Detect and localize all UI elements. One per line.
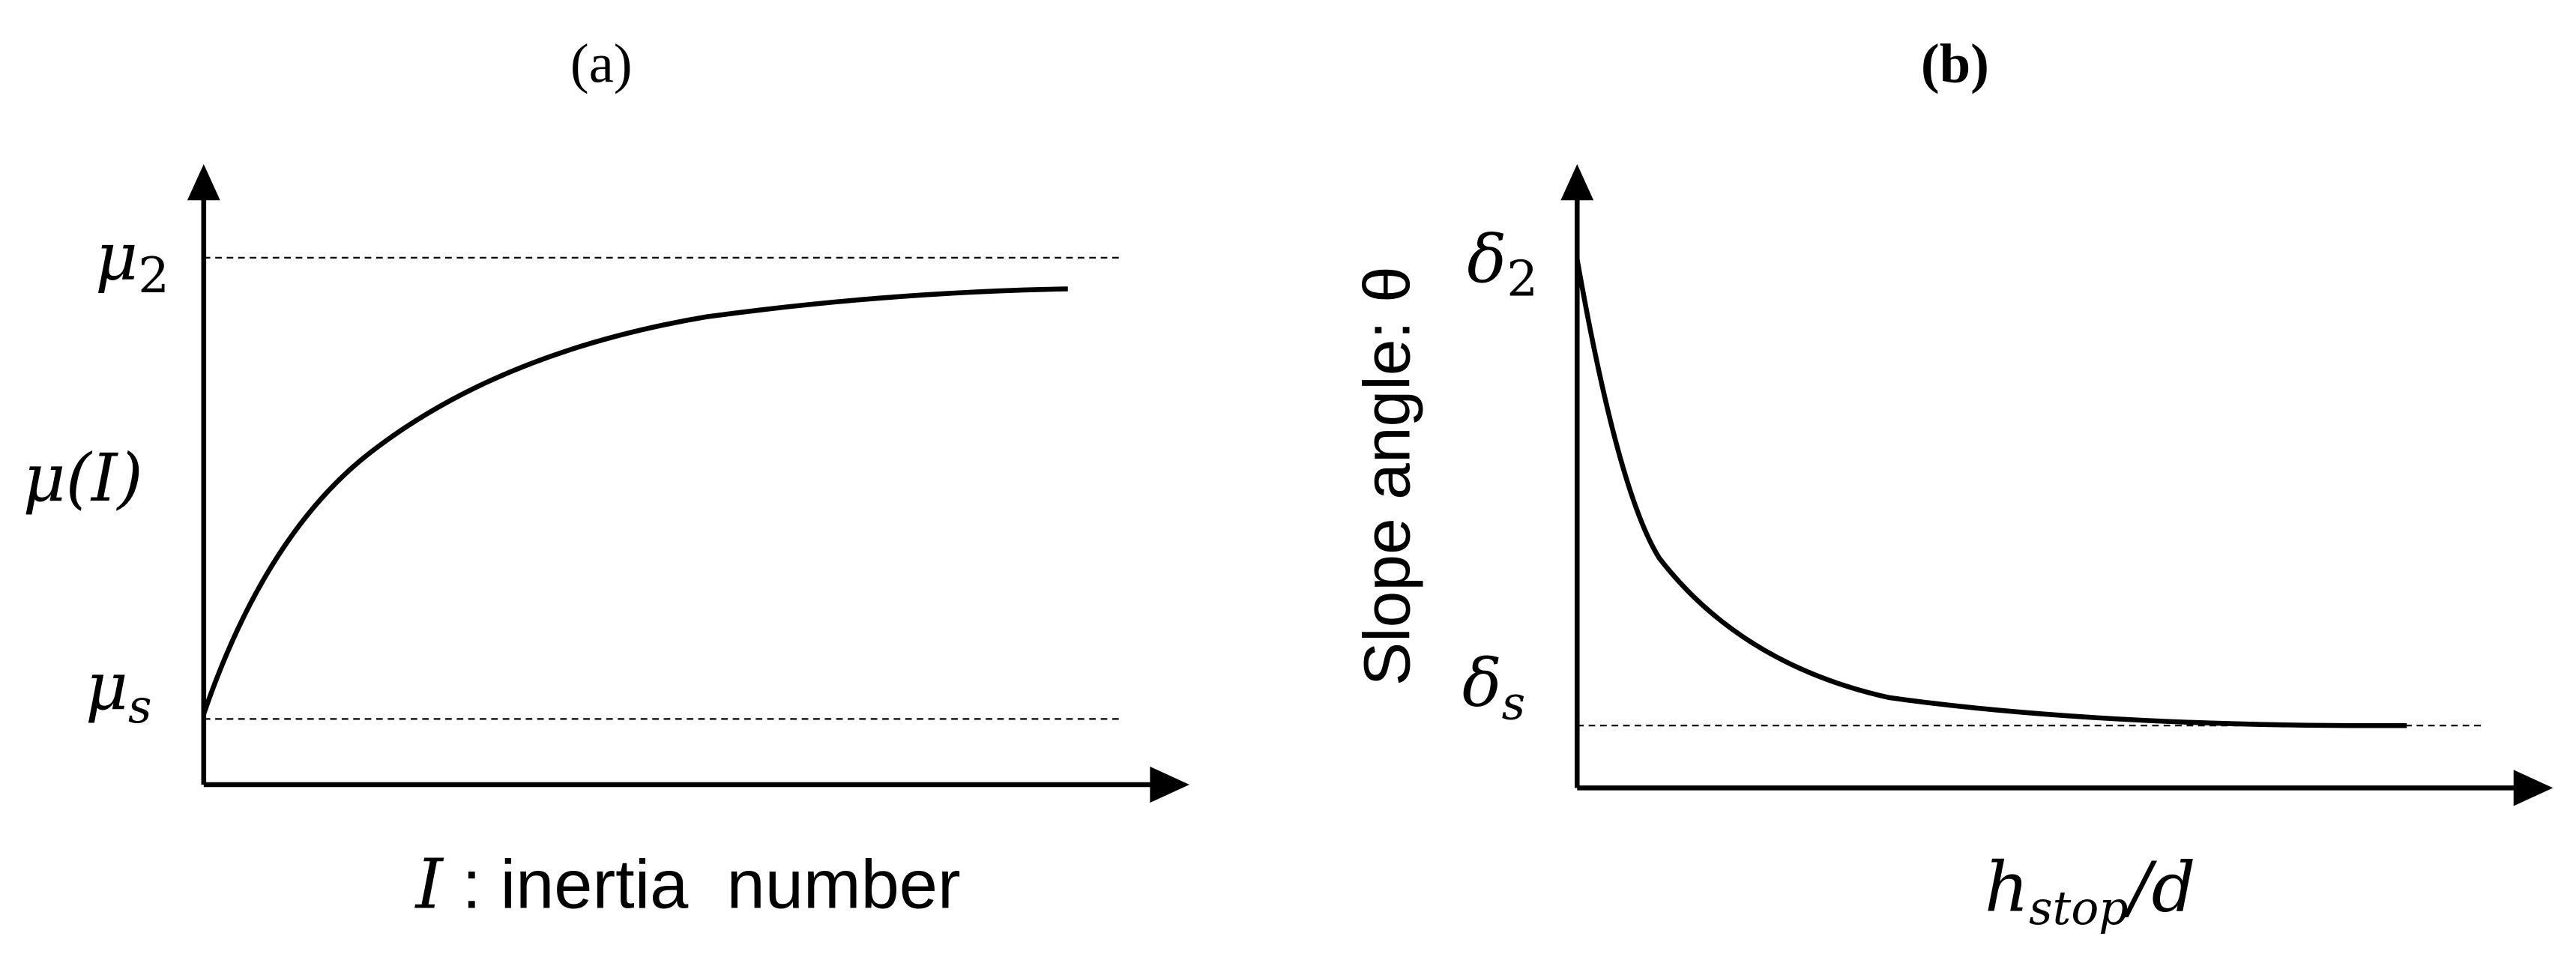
panel-label: (a) [570,34,633,95]
symbol: I [414,844,444,924]
symbol: μ [85,648,128,725]
x-axis-arrow [1150,766,1189,803]
subscript: 2 [1506,250,1538,307]
subscript: s [128,680,151,734]
y-axis-arrow [1560,164,1594,201]
top-level-label: μ2 [95,218,169,304]
mu-curve [201,286,1068,715]
y-axis-label: Slope angle: θ [1351,266,1424,686]
subscript: 2 [138,247,169,304]
text: /d [2123,848,2196,928]
subscript: s [1502,677,1525,730]
symbol: h [1985,848,2029,928]
symbol: μ [95,218,138,295]
bottom-level-label: δs [1462,645,1525,730]
bottom-level-label: μs [85,648,151,733]
y-axis-label: μ(I) [23,440,143,516]
panel-b: (b) Slope angle: θ δ2 δs hstop/d [1351,34,2554,935]
slope-curve [1575,259,2407,728]
x-axis-arrow [2513,770,2554,806]
panel-a: (a) μ2 μ(I) μs I : inertia number [23,34,1189,924]
y-axis-arrow [187,164,220,201]
subscript: stop [2029,882,2128,935]
panel-label: (b) [1921,34,1989,95]
top-level-label: δ2 [1467,222,1538,307]
symbol: δ [1467,222,1506,298]
x-axis-label: I : inertia number [414,844,961,924]
symbol: δ [1462,645,1502,722]
text: : inertia number [443,845,961,923]
x-axis-label: hstop/d [1985,848,2196,935]
